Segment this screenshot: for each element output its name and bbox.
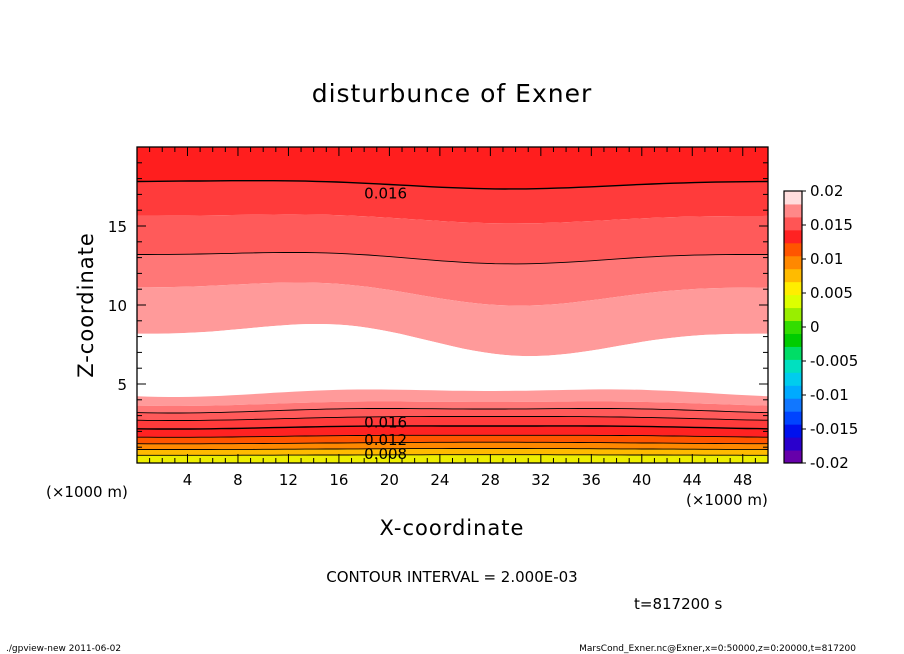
contour-line-6	[136, 441, 768, 445]
x-tick-label: 8	[233, 471, 243, 489]
chart-title: disturbunce of Exner	[312, 79, 593, 108]
band-0.018-lower	[137, 425, 768, 438]
x-tick-label: 44	[683, 471, 702, 489]
y-axis-label: Z-coordinate	[74, 232, 98, 378]
colorbar-label: -0.015	[810, 420, 858, 438]
band-0.012-lower	[137, 401, 768, 413]
band-0.018	[137, 147, 768, 189]
contour-label-3: 0.008	[364, 445, 407, 463]
x-tick-label: 20	[380, 471, 399, 489]
x-axis-label: X-coordinate	[380, 516, 525, 540]
footer-right: MarsCond_Exner.nc@Exner,x=0:50000,z=0:20…	[579, 644, 856, 654]
contour-label-1: 0.016	[364, 414, 407, 432]
x-tick-label: 12	[279, 471, 298, 489]
time-label: t=817200 s	[634, 595, 722, 613]
x-tick-label: 4	[183, 471, 193, 489]
contour-line-2	[136, 408, 769, 414]
band-0.004	[137, 448, 768, 456]
axis-ticks	[136, 146, 769, 464]
x-tick-label: 36	[582, 471, 601, 489]
x-tick-label: 24	[430, 471, 449, 489]
band-low-white	[137, 324, 768, 397]
colorbar-label: -0.02	[810, 454, 849, 472]
colorbar-swatch	[784, 229, 802, 244]
colorbar-swatch	[784, 450, 802, 464]
colorbar-swatch	[784, 346, 802, 360]
contour-line-0	[136, 180, 769, 190]
y-tick-labels: 5 10 15	[108, 218, 127, 394]
contour-label-0: 0.016	[364, 184, 407, 202]
band-0.014-lower	[137, 408, 768, 421]
colorbar-label: 0.01	[810, 250, 843, 268]
colorbar-swatch	[784, 281, 802, 296]
contour-line-3	[136, 416, 769, 421]
x-tick-label: 28	[481, 471, 500, 489]
colorbar-label: -0.005	[810, 352, 858, 370]
colorbar-swatch	[784, 216, 802, 231]
colorbar-label: 0.005	[810, 284, 853, 302]
colorbar-label: -0.01	[810, 386, 849, 404]
colorbar-swatch	[784, 385, 802, 399]
y-tick-label: 5	[117, 376, 127, 394]
band-0.01	[137, 282, 768, 357]
colorbar-labels: 0.02 0.015 0.01 0.005 0 -0.005 -0.01 -0.015 -0.0…	[802, 182, 858, 472]
x-tick-label: 40	[632, 471, 651, 489]
contour-line-7	[137, 448, 769, 450]
colorbar-swatch	[784, 437, 802, 451]
filled-contours	[137, 147, 768, 463]
contour-label-2: 0.012	[364, 431, 407, 449]
band-0.006	[137, 442, 768, 450]
contour-line-4	[136, 425, 769, 430]
colorbar-swatch	[784, 242, 802, 257]
contour-line-5	[137, 434, 769, 438]
contour-line-8	[137, 454, 768, 456]
x-tick-label: 32	[531, 471, 550, 489]
colorbar-label: 0	[810, 318, 820, 336]
colorbar-swatch	[784, 307, 802, 322]
contour-line-1	[137, 252, 768, 265]
colorbar-swatch	[784, 320, 802, 334]
colorbar-swatch	[784, 333, 802, 347]
contour-lines	[136, 180, 769, 456]
contour-interval-text: CONTOUR INTERVAL = 2.000E-03	[326, 568, 577, 586]
footer-left: ./gpview-new 2011-06-02	[6, 644, 121, 654]
y-tick-label: 15	[108, 218, 127, 236]
colorbar-swatch	[784, 268, 802, 283]
y-tick-label: 10	[108, 297, 127, 315]
band-0.008	[137, 435, 768, 444]
colorbar-swatch	[784, 294, 802, 309]
x-tick-label: 16	[329, 471, 348, 489]
z-unit-label: (×1000 m)	[46, 483, 128, 501]
colorbar-swatch	[784, 411, 802, 425]
colorbar-label: 0.02	[810, 182, 843, 200]
x-tick-label: 48	[733, 471, 752, 489]
colorbar-swatch	[784, 359, 802, 373]
x-tick-labels: 4 8 12 16 20 24 28 32 36 40 44 48	[183, 471, 753, 489]
band-0.016	[137, 180, 768, 224]
colorbar-swatch	[784, 424, 802, 438]
colorbar	[783, 190, 803, 464]
colorbar-swatch	[784, 203, 802, 218]
band-0.01-lower	[137, 389, 768, 406]
colorbar-swatch	[784, 372, 802, 386]
colorbar-swatch	[784, 398, 802, 412]
colorbar-swatch	[784, 255, 802, 270]
band-0.014	[137, 214, 768, 264]
colorbar-swatch	[784, 191, 802, 205]
band-0.012	[137, 252, 768, 306]
x-unit-label: (×1000 m)	[686, 491, 768, 509]
colorbar-label: 0.015	[810, 216, 853, 234]
